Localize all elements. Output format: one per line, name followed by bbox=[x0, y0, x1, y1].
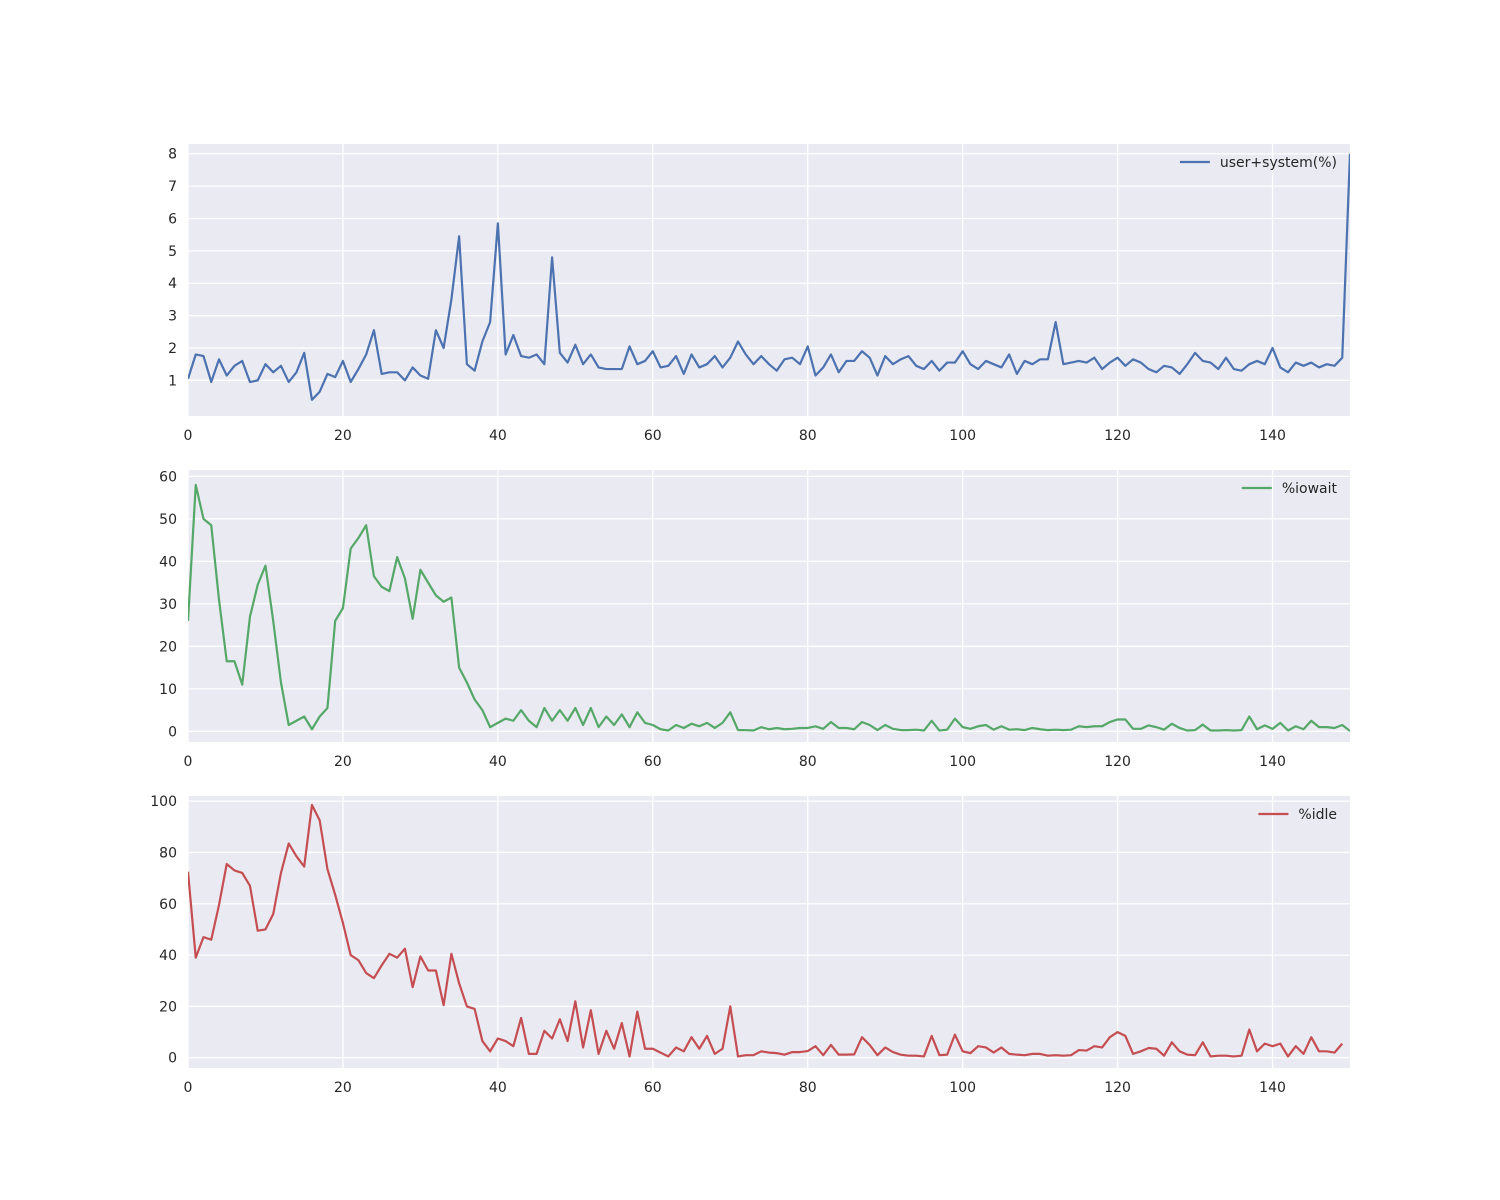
x-tick-label: 80 bbox=[799, 754, 817, 770]
subplot-3: 0 20 40 60 80 100 120 140 0 20 40 60 80 100 %idle bbox=[150, 794, 1350, 1096]
y-tick-label: 3 bbox=[168, 309, 177, 325]
x-tick-label: 60 bbox=[644, 428, 662, 444]
x-tick-label: 60 bbox=[644, 754, 662, 770]
x-tick-label: 20 bbox=[334, 754, 352, 770]
y-tick-label: 1 bbox=[168, 373, 177, 389]
x-tick-label: 20 bbox=[334, 428, 352, 444]
y-tick-label: 40 bbox=[159, 554, 177, 570]
series-line-2-1 bbox=[188, 483, 1350, 732]
y-tick-label: 40 bbox=[159, 948, 177, 964]
x-tick-label: 0 bbox=[184, 754, 193, 770]
y-tick-label: 80 bbox=[159, 845, 177, 861]
subplot-2: 0 20 40 60 80 100 120 140 0 10 20 30 40 50 60 %iowait bbox=[159, 469, 1350, 770]
series-line-3-1 bbox=[188, 803, 1344, 1058]
legend: %idle bbox=[1258, 807, 1337, 823]
y-tick-label: 6 bbox=[168, 211, 177, 227]
x-tick-label: 80 bbox=[799, 1080, 817, 1096]
y-tick-label: 2 bbox=[168, 341, 177, 357]
x-tick-label: 100 bbox=[949, 428, 976, 444]
x-tick-label: 140 bbox=[1259, 428, 1286, 444]
plot-area bbox=[188, 470, 1350, 742]
y-tick-label: 8 bbox=[168, 147, 177, 163]
x-tick-label: 80 bbox=[799, 428, 817, 444]
x-tick-label: 40 bbox=[489, 428, 507, 444]
legend-label: %iowait bbox=[1282, 481, 1338, 497]
x-tick-label: 40 bbox=[489, 754, 507, 770]
x-tick-label: 120 bbox=[1104, 1080, 1131, 1096]
legend-label: user+system(%) bbox=[1220, 155, 1337, 171]
y-tick-label: 50 bbox=[159, 512, 177, 528]
x-tick-label: 20 bbox=[334, 1080, 352, 1096]
y-tick-label: 4 bbox=[168, 276, 177, 292]
y-tick-label: 10 bbox=[159, 682, 177, 698]
x-tick-label: 140 bbox=[1259, 1080, 1286, 1096]
x-tick-label: 100 bbox=[949, 754, 976, 770]
x-tick-label: 120 bbox=[1104, 754, 1131, 770]
y-tick-label: 20 bbox=[159, 999, 177, 1015]
legend-label: %idle bbox=[1298, 807, 1337, 823]
legend: %iowait bbox=[1241, 481, 1338, 497]
y-tick-label: 30 bbox=[159, 597, 177, 613]
x-tick-label: 140 bbox=[1259, 754, 1286, 770]
x-tick-label: 100 bbox=[949, 1080, 976, 1096]
y-tick-label: 0 bbox=[168, 1051, 177, 1067]
series-line-1-1 bbox=[188, 153, 1350, 401]
plot-area bbox=[188, 144, 1350, 416]
y-tick-label: 5 bbox=[168, 244, 177, 260]
x-tick-label: 40 bbox=[489, 1080, 507, 1096]
x-tick-label: 0 bbox=[184, 1080, 193, 1096]
x-tick-label: 0 bbox=[184, 428, 193, 444]
y-tick-label: 0 bbox=[168, 724, 177, 740]
legend: user+system(%) bbox=[1179, 155, 1337, 171]
y-tick-label: 7 bbox=[168, 179, 177, 195]
y-tick-label: 20 bbox=[159, 639, 177, 655]
x-tick-label: 60 bbox=[644, 1080, 662, 1096]
y-tick-label: 60 bbox=[159, 897, 177, 913]
y-tick-label: 100 bbox=[150, 794, 177, 810]
y-tick-label: 60 bbox=[159, 469, 177, 485]
subplot-1: 0 20 40 60 80 100 120 140 1 2 3 4 5 6 7 8 user+system(%) bbox=[168, 144, 1350, 444]
plot-area bbox=[188, 796, 1350, 1068]
x-tick-label: 120 bbox=[1104, 428, 1131, 444]
